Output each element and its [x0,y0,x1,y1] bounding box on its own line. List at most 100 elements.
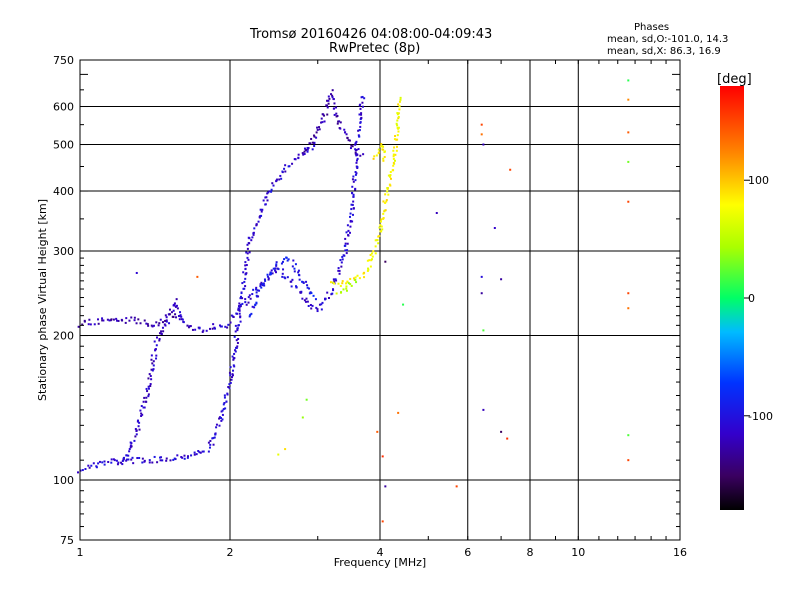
data-point [143,319,146,322]
data-point [236,312,239,315]
data-point [325,104,328,107]
data-point [112,318,115,321]
data-point [304,300,307,303]
data-point [359,107,362,110]
data-point [208,327,211,330]
data-point [314,298,317,301]
data-point [175,316,178,319]
grid-lines [80,60,680,540]
data-point [349,215,352,218]
data-point [381,520,384,523]
data-point [370,252,373,255]
data-point [455,485,458,488]
data-point [244,285,247,288]
data-point [163,323,166,326]
data-point [359,154,362,157]
data-point [227,386,230,389]
data-point [347,229,350,232]
data-point [345,252,348,255]
data-point [392,153,395,156]
data-point [272,267,275,270]
data-point [336,122,339,125]
data-point [164,319,167,322]
data-point [311,148,314,151]
data-point [305,148,308,151]
data-point [378,151,381,154]
data-point [351,185,354,188]
data-point [245,303,248,306]
data-point [251,236,254,239]
data-point [355,161,358,164]
data-point [303,299,306,302]
data-point [366,259,369,262]
data-point [178,315,181,318]
data-point [349,220,352,223]
data-point [160,456,163,459]
data-point [181,318,184,321]
y-tick-label: 75 [60,534,74,547]
data-point [159,318,162,321]
data-point [307,147,310,150]
data-point [331,94,334,97]
data-point [77,471,80,474]
data-point [120,461,123,464]
data-point [306,284,309,287]
y-tick-label: 100 [53,474,74,487]
data-point [130,458,133,461]
data-point [110,318,113,321]
data-point [318,126,321,129]
data-point [346,242,349,245]
data-point [235,346,238,349]
data-point [271,272,274,275]
data-point [103,460,106,463]
data-point [178,318,181,321]
data-point [212,437,215,440]
data-point [226,392,229,395]
data-point [236,327,239,330]
data-point [322,113,325,116]
data-point [379,220,382,223]
data-point [294,263,297,266]
data-point [231,373,234,376]
data-point [165,320,168,323]
data-point [339,259,342,262]
data-point [354,143,357,146]
data-point [335,279,338,282]
data-point [351,145,354,148]
data-point [274,267,277,270]
data-point [265,196,268,199]
data-point [306,148,309,151]
data-point [229,366,232,369]
data-point [230,378,233,381]
data-point [366,269,369,272]
data-point [376,239,379,242]
data-point [281,272,284,275]
data-point [339,121,342,124]
data-point [315,131,318,134]
data-point [125,459,128,462]
data-point [151,362,154,365]
data-point [355,281,358,284]
data-point [218,324,221,327]
data-point [149,375,152,378]
data-point [93,323,96,326]
data-point [382,200,385,203]
data-point [150,358,153,361]
data-point [335,112,338,115]
data-point [158,322,161,325]
x-tick-label: 10 [571,546,585,559]
data-point [352,200,355,203]
data-point [165,459,168,462]
data-point [207,450,210,453]
data-point [284,277,287,280]
data-point [374,245,377,248]
data-point [372,157,375,160]
data-point [274,269,277,272]
data-point [627,131,630,134]
data-point [115,459,118,462]
data-point [256,289,259,292]
data-point [359,118,362,121]
data-point [326,291,329,294]
data-point [235,339,238,342]
data-point [303,147,306,150]
